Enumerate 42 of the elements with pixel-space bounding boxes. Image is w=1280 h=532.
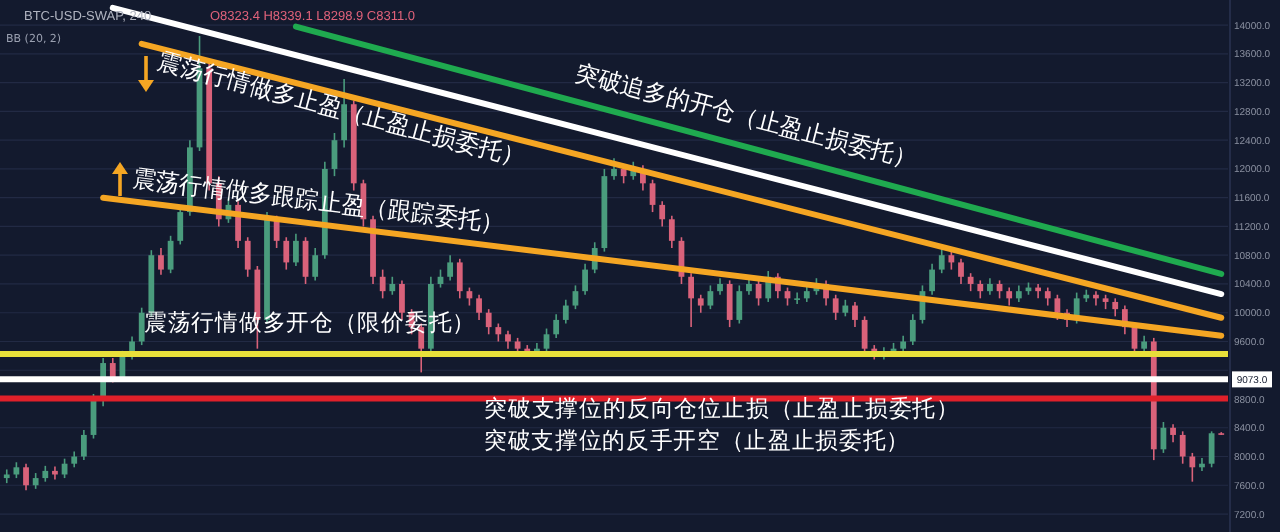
candlestick xyxy=(1208,430,1215,469)
candlestick xyxy=(283,236,290,271)
candlestick xyxy=(659,200,666,228)
candlestick xyxy=(852,301,858,328)
candlestick xyxy=(794,291,801,305)
candlestick xyxy=(736,284,743,325)
candlestick xyxy=(688,272,694,328)
annotation: 突破追多的开仓（止盈止损委托） xyxy=(572,58,929,176)
candlestick xyxy=(929,263,935,296)
candlestick xyxy=(379,268,386,300)
candlestick xyxy=(1189,452,1196,483)
candlestick xyxy=(312,247,319,282)
candlestick xyxy=(80,429,87,461)
candlestick xyxy=(726,279,733,328)
candlestick xyxy=(668,214,675,249)
candlestick xyxy=(293,232,299,267)
annotation: 突破支撑位的反向仓位止损（止盈止损委托） xyxy=(484,394,964,422)
candlestick xyxy=(3,468,10,484)
candlestick xyxy=(485,308,492,336)
candlestick xyxy=(909,313,916,346)
candlestick xyxy=(167,235,174,274)
candlestick xyxy=(543,327,550,354)
annotation: 突破支撑位的反手开空（止盈止损委托） xyxy=(484,426,916,454)
candlestick xyxy=(158,247,164,276)
candlestick xyxy=(832,293,839,321)
candlestick xyxy=(341,78,347,149)
candlestick xyxy=(572,284,579,310)
annotation: 震荡行情做多跟踪止盈（跟踪委托） xyxy=(131,164,516,239)
candlestick xyxy=(23,462,29,492)
candlestick xyxy=(244,236,251,278)
candlestick xyxy=(707,284,714,310)
candlestick xyxy=(476,293,482,321)
candlestick xyxy=(456,258,463,300)
candlestick xyxy=(562,298,569,325)
candlestick xyxy=(138,306,145,346)
candlestick xyxy=(958,258,964,285)
candlestick xyxy=(582,263,588,296)
candlestick xyxy=(1054,293,1061,321)
candlestick xyxy=(553,313,560,339)
candlestick xyxy=(1179,430,1186,465)
candlestick xyxy=(177,206,184,246)
candlestick xyxy=(447,254,454,282)
